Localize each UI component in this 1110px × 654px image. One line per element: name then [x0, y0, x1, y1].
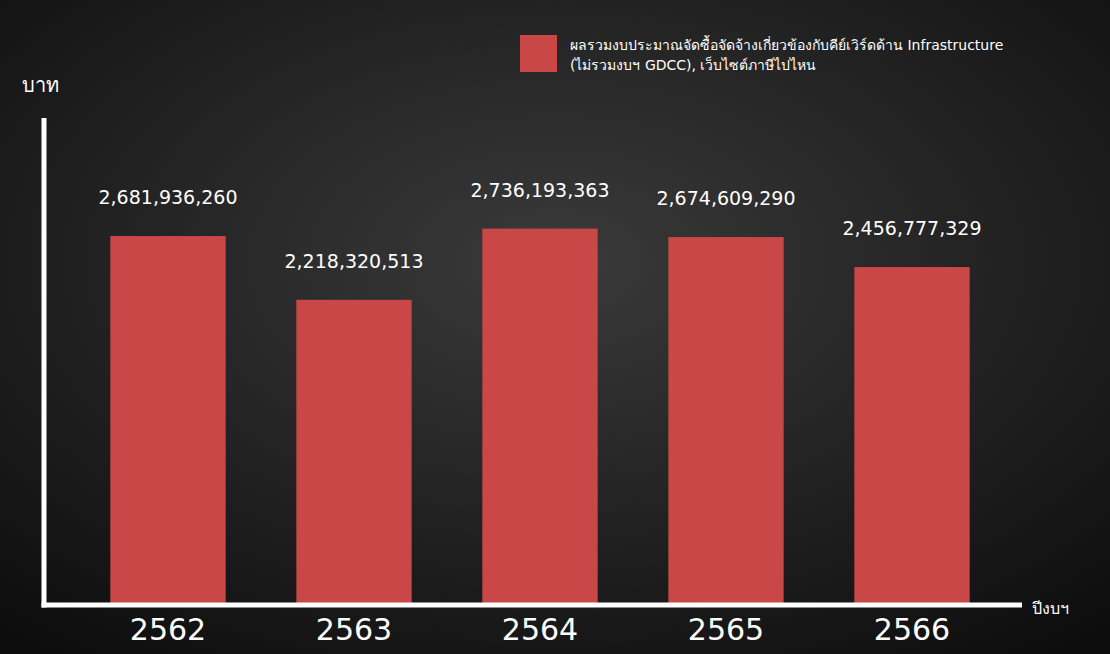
x-tick-label: 2566 — [874, 612, 950, 647]
background — [0, 0, 1110, 654]
data-label: 2,218,320,513 — [284, 250, 423, 272]
chart: 2,681,936,260 2,218,320,513 2,736,193,363 2… — [0, 0, 1110, 654]
y-axis-title: บาท — [22, 73, 59, 97]
x-tick-label: 2563 — [316, 612, 392, 647]
bar — [296, 300, 411, 605]
legend-swatch — [520, 35, 557, 72]
data-label: 2,681,936,260 — [98, 186, 237, 208]
y-axis — [42, 118, 47, 608]
bars — [110, 229, 969, 605]
x-axis-title: ปีงบฯ — [1032, 599, 1069, 618]
x-tick-label: 2562 — [130, 612, 206, 647]
data-label: 2,736,193,363 — [470, 179, 609, 201]
data-label: 2,674,609,290 — [656, 187, 795, 209]
x-axis — [42, 603, 1023, 608]
data-label: 2,456,777,329 — [842, 217, 981, 239]
legend-label: ผลรวมงบประมาณจัดซื้อจัดจ้างเกี่ยวข้องกับ… — [570, 35, 1003, 73]
x-tick-label: 2564 — [502, 612, 578, 647]
bar — [482, 229, 597, 605]
bar — [110, 236, 225, 605]
bar — [854, 267, 969, 605]
legend: ผลรวมงบประมาณจัดซื้อจัดจ้างเกี่ยวข้องกับ… — [520, 35, 1003, 73]
x-tick-label: 2565 — [688, 612, 764, 647]
legend-line: ผลรวมงบประมาณจัดซื้อจัดจ้างเกี่ยวข้องกับ… — [570, 35, 1003, 53]
legend-line: (ไม่รวมงบฯ GDCC), เว็บไซต์ภาษีไปไหน — [570, 56, 816, 73]
bar — [668, 237, 783, 605]
